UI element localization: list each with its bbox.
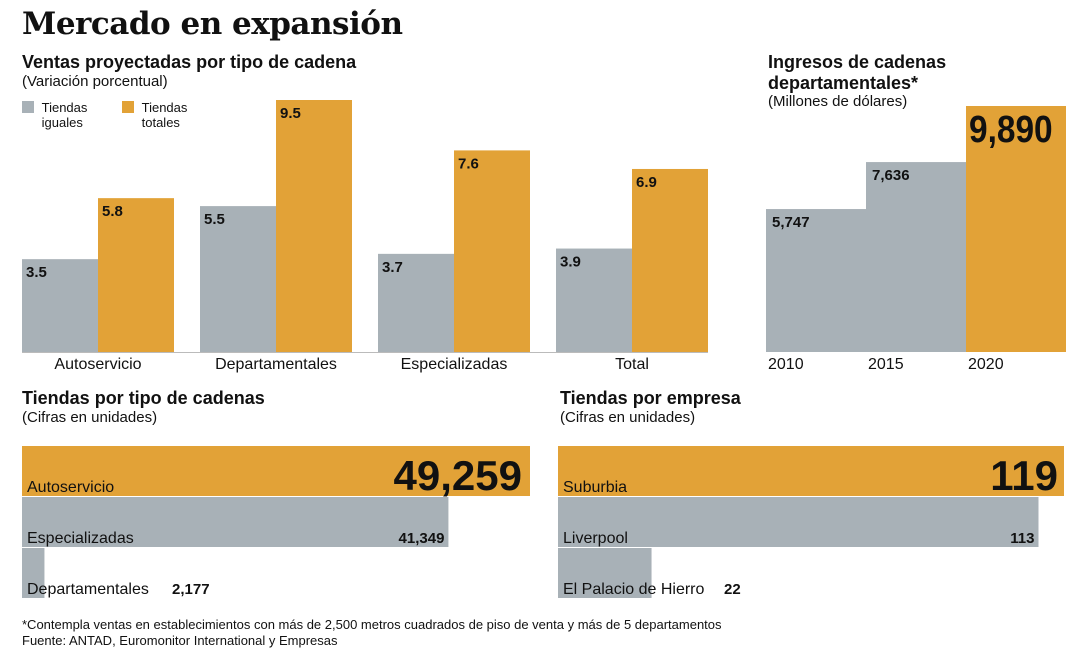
bar-year-2020 (966, 106, 1066, 352)
bar-label: 3.5 (26, 264, 47, 281)
bar-label: 3.9 (560, 254, 581, 271)
chart1-subtitle: (Variación porcentual) (22, 73, 168, 90)
hbar-suburbia (558, 446, 1064, 496)
hbar-value: 113 (1010, 530, 1034, 547)
legend-swatch-orange (122, 101, 134, 113)
year-label: 2010 (768, 356, 804, 373)
bar-year-2015 (866, 162, 966, 352)
bar-label: 6.9 (636, 174, 657, 191)
bar-same-autoservicio (22, 259, 98, 352)
hbar-value: 41,349 (399, 530, 445, 547)
hbar-liverpool (558, 497, 1039, 547)
chart2-subtitle: (Millones de dólares) (768, 93, 908, 110)
legend-total-line1: Tiendas (141, 100, 188, 115)
chart3-title: Tiendas por tipo de cadenas (22, 388, 265, 408)
bar-label: 5.5 (204, 211, 225, 228)
category-label: Total (615, 356, 649, 373)
chart4-title: Tiendas por empresa (560, 388, 741, 408)
hbar-category: Departamentales (27, 581, 149, 598)
bar-year-2010 (766, 209, 866, 352)
bar-same-total (556, 248, 632, 352)
legend-swatch-gray (22, 101, 34, 113)
year-label: 2020 (968, 356, 1004, 373)
bar-label: 5,747 (772, 214, 810, 231)
source: Fuente: ANTAD, Euromonitor International… (22, 633, 338, 648)
hbar-category: Especializadas (27, 530, 134, 547)
hbar-category: Liverpool (563, 530, 628, 547)
hbar-value: 49,259 (394, 452, 522, 499)
bar-label: 7.6 (458, 155, 479, 172)
chart4-subtitle: (Cifras en unidades) (560, 409, 696, 426)
chart2-title: Ingresos de cadenas departamentales* (768, 52, 946, 94)
footnote: *Contempla ventas en establecimientos co… (22, 617, 722, 632)
bar-same-especializadas (378, 253, 454, 352)
bar-label: 5.8 (102, 203, 123, 220)
hbar-el-palacio-de-hierro (558, 548, 652, 598)
bar-total-departamentales (276, 100, 352, 352)
hbar-autoservicio (22, 446, 530, 496)
category-label: Autoservicio (54, 356, 141, 373)
legend-total-line2: totales (141, 115, 180, 130)
year-label: 2015 (868, 356, 904, 373)
bar-label: 3.7 (382, 259, 403, 276)
bar-total-total (632, 168, 708, 352)
hbar-category: Autoservicio (27, 479, 114, 496)
hbar-value: 22 (724, 581, 741, 598)
bar-same-departamentales (200, 206, 276, 352)
hbar-value: 119 (990, 452, 1058, 499)
bar-label: 7,636 (872, 167, 910, 184)
hbar-value: 2,177 (172, 581, 210, 598)
chart3-subtitle: (Cifras en unidades) (22, 409, 158, 426)
bar-total-especializadas (454, 150, 530, 352)
chart2-title-line2: departamentales* (768, 73, 919, 93)
hbar-category: El Palacio de Hierro (563, 581, 705, 598)
hbar-especializadas (22, 497, 449, 547)
legend-same-stores: Tiendas iguales (22, 100, 87, 130)
bar-label: 9.5 (280, 105, 301, 122)
hbar-departamentales (22, 548, 45, 598)
chart1-title: Ventas proyectadas por tipo de cadena (22, 52, 357, 72)
legend-same-line1: Tiendas (41, 100, 88, 115)
category-label: Especializadas (401, 356, 508, 373)
page-title: Mercado en expansión (22, 6, 403, 42)
category-label: Departamentales (215, 356, 337, 373)
legend-same-line2: iguales (41, 115, 83, 130)
bar-total-autoservicio (98, 198, 174, 352)
chart2-title-line1: Ingresos de cadenas (768, 52, 947, 72)
bar-label: 9,890 (969, 108, 1053, 150)
legend-total-stores: Tiendas totales (122, 100, 187, 130)
hbar-category: Suburbia (563, 479, 627, 496)
